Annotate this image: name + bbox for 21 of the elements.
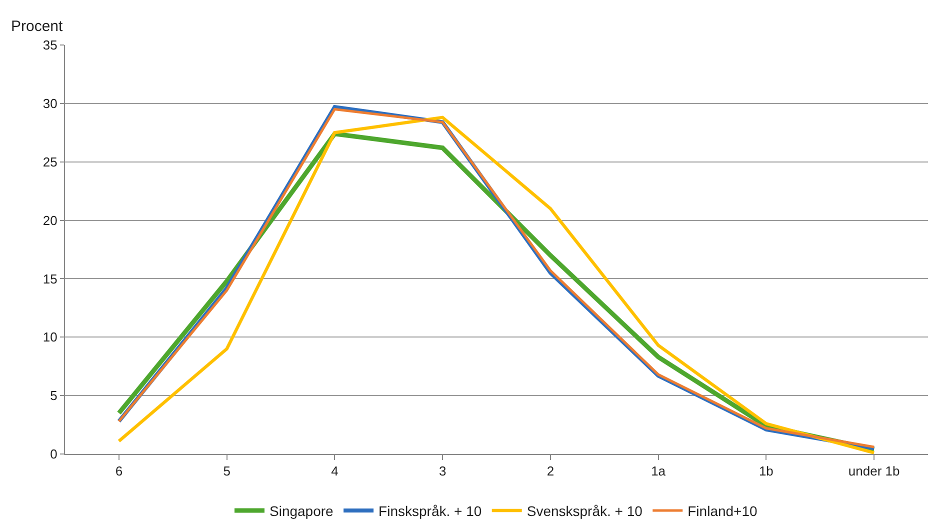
legend-label: Finskspråk. + 10 — [378, 502, 482, 519]
x-tick-label: 1a — [651, 464, 666, 479]
legend-label: Svenskspråk. + 10 — [526, 502, 643, 519]
y-tick-label: 20 — [42, 212, 58, 228]
y-tick-label: 0 — [50, 446, 58, 462]
y-tick-label: 10 — [42, 330, 58, 345]
y-tick-label: 30 — [42, 96, 58, 111]
y-tick-label: 25 — [42, 154, 58, 170]
x-tick-label: 3 — [438, 464, 446, 479]
x-tick-label: 1b — [758, 464, 774, 479]
x-tick-label: 2 — [546, 464, 554, 479]
x-tick-label: 4 — [331, 464, 338, 479]
legend-label: Finland+10 — [688, 502, 758, 519]
y-tick-label: 15 — [42, 271, 58, 286]
legend-label: Singapore — [270, 502, 334, 519]
y-tick-label: 35 — [42, 38, 58, 53]
y-tick-label: 5 — [50, 388, 58, 404]
x-tick-label: under 1b — [848, 464, 900, 479]
y-axis-title: Procent — [11, 18, 64, 35]
x-tick-label: 5 — [223, 464, 230, 479]
x-tick-label: 6 — [115, 464, 123, 479]
